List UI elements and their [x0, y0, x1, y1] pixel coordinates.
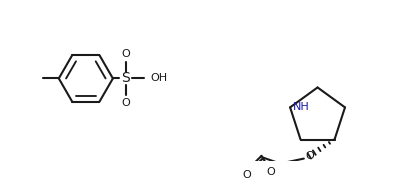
- Text: O: O: [121, 49, 130, 59]
- Text: O: O: [121, 98, 130, 108]
- Text: OH: OH: [151, 73, 168, 83]
- Text: O: O: [243, 170, 252, 179]
- Text: O: O: [305, 151, 314, 161]
- Text: S: S: [121, 71, 130, 85]
- Text: NH: NH: [293, 102, 310, 112]
- Text: O: O: [266, 167, 275, 177]
